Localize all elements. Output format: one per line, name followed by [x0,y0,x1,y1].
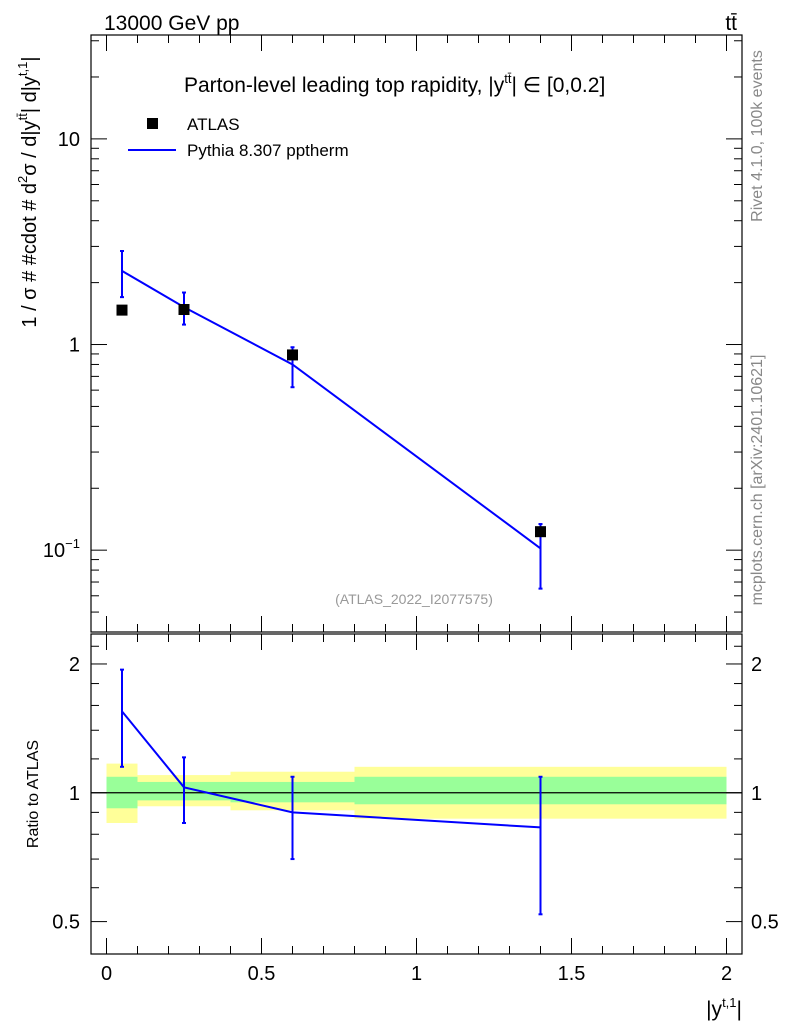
atlas-data-point-3 [535,526,546,538]
title-sup: tt̄ [504,71,512,86]
x-tick-label-4: 2 [721,963,732,985]
x-tick-label-3: 1.5 [558,963,586,985]
ylabel-a-sup: 2 [15,176,30,183]
ratio-ytick-label-right-1: 1 [751,783,762,805]
ratio-y-ticks: 0.5 0.5 1 1 2 2 [52,645,779,934]
legend-atlas-label: ATLAS [187,115,240,134]
ratio-ytick-label-left-0: 0.5 [52,912,80,934]
ratio-panel: 0.5 0.5 1 1 2 2 0 0.5 1 1.5 2 Ratio to ATLAS |yt,… [25,633,779,1021]
energy-label: 13000 GeV pp [104,12,239,35]
atlas-data-point-1 [178,304,190,316]
ylabel-c-sup: t,1 [15,62,30,76]
main-x-ticks [106,35,727,632]
main-ytick-base-1: 1 [69,335,80,357]
x-tick-label-1: 0.5 [248,963,276,985]
x-tick-label-0: 0 [101,963,112,985]
ratio-ytick-label-left-2: 2 [69,654,80,676]
ratio-mc-line [121,710,541,829]
ratio-ytick-label-right-0: 0.5 [751,912,779,934]
atlas-data-point-2 [287,349,298,361]
xlabel-pre: |y [706,998,722,1021]
x-axis-label: |yt,1| [706,995,742,1021]
main-y-axis-label: 1 / σ # #cdot # d2σ / d|ytt̄| d|yt,1| [15,56,41,327]
ylabel-d: | [19,56,41,61]
legend: ATLAS Pythia 8.307 pptherm [128,115,349,160]
ratio-x-ticks: 0 0.5 1 1.5 2 [101,634,732,985]
ylabel-b-sup: tt̄ [15,113,30,121]
main-ytick-label-2: 10 [58,129,80,151]
ratio-y-axis-label: Ratio to ATLAS [25,740,42,848]
legend-pythia-label: Pythia 8.307 pptherm [187,141,349,160]
ratio-ytick-label-right-2: 2 [751,654,762,676]
atlas-data-point-0 [116,304,128,316]
x-tick-label-2: 1 [411,963,422,985]
main-ytick-exp-0: −1 [65,536,80,551]
ylabel-c: | d|y [19,76,41,113]
analysis-watermark: (ATLAS_2022_I2077575) [335,591,493,607]
ylabel-a: 1 / σ # #cdot # d [19,183,41,328]
chart-title: Parton-level leading top rapidity, |ytt̄… [184,71,605,97]
legend-atlas-marker [147,118,158,129]
main-ytick-label-1: 1 [69,335,80,357]
ylabel-b: σ / d|y [19,120,41,175]
mcplots-label: mcplots.cern.ch [arXiv:2401.10621] [749,355,766,606]
ratio-ytick-label-left-1: 1 [69,783,80,805]
mc-line [121,270,542,550]
title-pre: Parton-level leading top rapidity, |y [184,74,505,97]
title-post: | ∈ [0,0.2] [511,74,605,97]
xlabel-post: | [737,998,742,1021]
xlabel-sup: t,1 [722,995,736,1010]
main-ytick-base-2: 10 [58,129,80,151]
main-marks [116,249,546,590]
rivet-label: Rivet 4.1.0, 100k events [749,50,766,222]
main-ytick-base-0: 10 [43,540,65,562]
process-label: tt̄ [725,12,737,35]
ratio-marks [91,668,742,916]
main-ytick-label-0: 10−1 [43,536,80,562]
